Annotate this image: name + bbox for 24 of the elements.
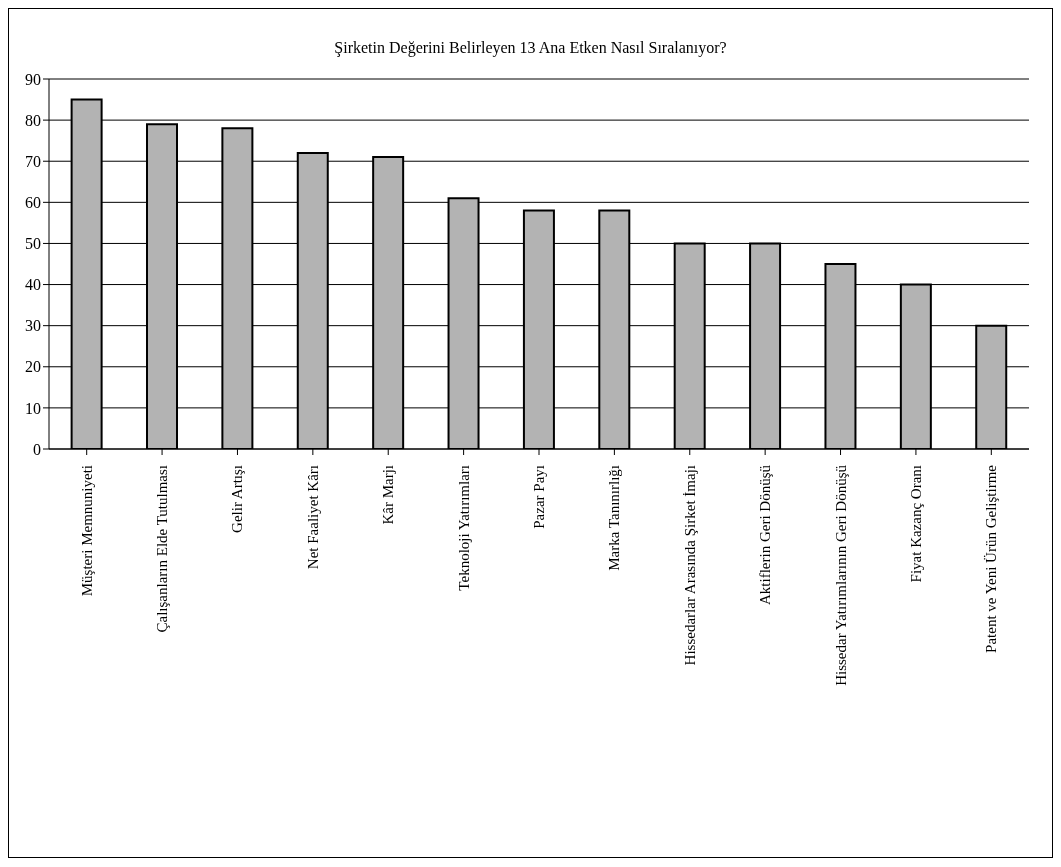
x-tick-label: Müşteri Memnuniyeti <box>78 465 95 597</box>
x-tick-label: Marka Tanınırlığı <box>606 465 623 571</box>
y-tick-label: 90 <box>25 70 41 88</box>
y-tick-label: 20 <box>25 358 41 376</box>
x-tick-label: Fiyat Kazanç Oranı <box>907 465 924 583</box>
y-tick-label: 70 <box>25 152 41 170</box>
x-tick-label: Aktiflerin Geri Dönüşü <box>757 464 774 605</box>
y-tick-label: 80 <box>25 111 41 129</box>
x-tick-label: Net Faaliyet Kârı <box>304 465 321 570</box>
x-tick-label: Teknoloji Yatırımları <box>455 465 472 591</box>
x-tick-label: Patent ve Yeni Ürün Geliştirme <box>983 464 1000 653</box>
y-tick-label: 50 <box>25 235 41 253</box>
x-tick-label: Pazar Payı <box>531 465 547 529</box>
x-tick-label: Kâr Marjı <box>380 465 397 525</box>
y-tick-label: 40 <box>25 276 41 294</box>
x-tick-label: Hissedarlar Arasında Şirket İmajı <box>681 465 698 666</box>
y-tick-label: 10 <box>25 399 41 417</box>
x-tick-label: Gelir Artışı <box>229 465 246 533</box>
x-tick-label: Hissedar Yatırımlarının Geri Dönüşü <box>832 464 849 686</box>
x-tick-label: Çalışanların Elde Tutulması <box>154 465 171 633</box>
chart-title: Şirketin Değerini Belirleyen 13 Ana Etken Nasıl Sıralanıyor? <box>333 38 728 59</box>
y-tick-label: 0 <box>33 440 41 458</box>
y-tick-label: 30 <box>25 317 41 335</box>
y-tick-label: 60 <box>25 194 41 212</box>
